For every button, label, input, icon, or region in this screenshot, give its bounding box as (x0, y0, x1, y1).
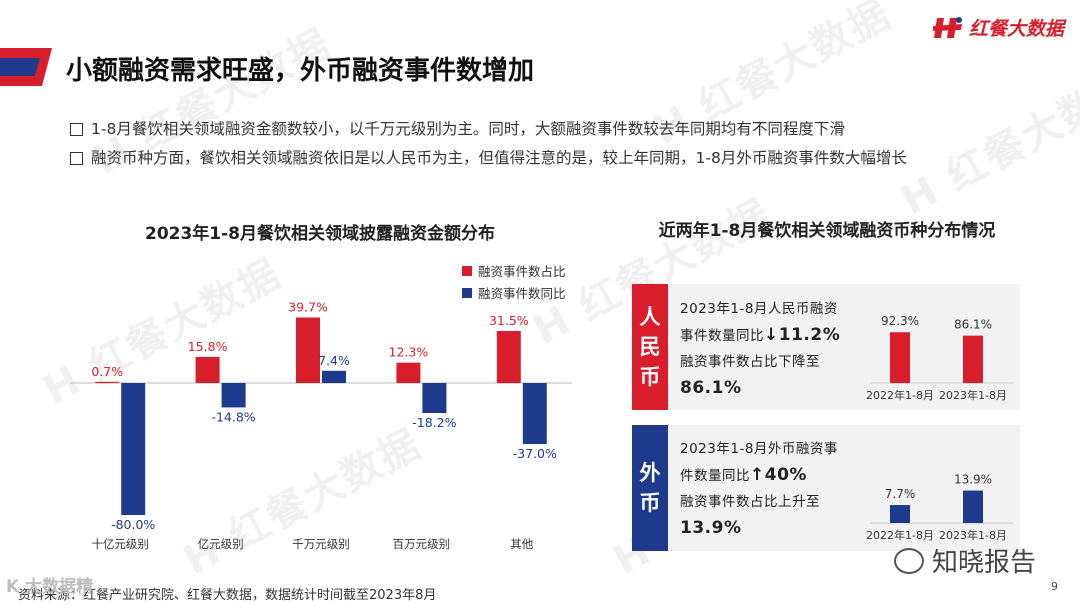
mini-tick-label: 2023年1-8月 (939, 388, 1007, 402)
fx-tag-text: 外币 (639, 461, 661, 515)
mini-data-label: 13.9% (954, 473, 992, 487)
data-label: 31.5% (489, 313, 529, 328)
bar-yoy (522, 383, 547, 445)
bullet-square-icon (70, 152, 83, 165)
rmb-line-2: 事件数量同比↓11.2% (680, 322, 864, 349)
bullet-square-icon (70, 123, 83, 136)
rmb-tag-text: 人民币 (639, 305, 661, 389)
x-tick-label: 十亿元级别 (91, 537, 149, 551)
fx-line-1: 2023年1-8月外币融资事 (680, 441, 838, 457)
mini-bar (890, 505, 910, 523)
rmb-description: 2023年1-8月人民币融资 事件数量同比↓11.2% 融资事件数占比下降至 8… (680, 296, 864, 401)
bar-yoy (121, 383, 146, 515)
mini-data-label: 92.3% (881, 314, 919, 328)
brand-mark-icon (932, 16, 962, 38)
bullet-2: 融资币种方面，餐饮相关领域融资依旧是以人民币为主，但值得注意的是，较上年同期，1… (70, 147, 1003, 169)
bar-share (296, 317, 320, 383)
bar-yoy (322, 370, 346, 383)
bullet-1-text: 1-8月餐饮相关领域融资金额数较小，以千万元级别为主。同时，大额融资事件数较去年… (91, 120, 845, 138)
brand-logo: 红餐大数据 (932, 14, 1064, 41)
mini-bar (963, 335, 983, 383)
rmb-tag: 人民币 (632, 284, 668, 410)
data-label: 0.7% (91, 364, 123, 379)
data-label: -14.8% (211, 409, 255, 424)
page-number: 9 (1051, 580, 1058, 593)
fx-change: ↑40% (750, 465, 807, 485)
fx-share: 13.9% (680, 518, 742, 538)
data-label: -18.2% (412, 415, 456, 430)
rmb-change: ↓11.2% (764, 325, 841, 345)
right-title: 近两年1-8月餐饮相关领域融资币种分布情况 (658, 221, 996, 241)
source-note: 资料来源：红餐产业研究院、红餐大数据，数据统计时间截至2023年8月 (18, 588, 437, 603)
legend-item-share: 融资事件数占比 (462, 261, 566, 280)
mini-tick-label: 2023年1-8月 (939, 528, 1007, 542)
fx-line-3: 融资事件数占比上升至 (680, 494, 820, 510)
rmb-panel (632, 284, 1020, 410)
corner-brand-text: 知晓报告 (931, 548, 1036, 578)
mini-bar (890, 332, 910, 383)
x-tick-label: 百万元级别 (393, 537, 451, 551)
mini-tick-label: 2022年1-8月 (866, 388, 934, 402)
x-tick-label: 千万元级别 (292, 537, 350, 551)
rmb-line-2-prefix: 事件数量同比 (680, 328, 764, 344)
fx-line-2-prefix: 件数量同比 (680, 468, 750, 484)
legend-label-yoy: 融资事件数同比 (478, 286, 566, 301)
mini-bar (963, 490, 983, 523)
data-label: -37.0% (513, 446, 557, 461)
fx-tag: 外币 (632, 425, 668, 551)
corner-brand: 知晓报告 (893, 542, 1036, 579)
bullet-2-text: 融资币种方面，餐饮相关领域融资依旧是以人民币为主，但值得注意的是，较上年同期，1… (91, 149, 907, 167)
fx-description: 2023年1-8月外币融资事 件数量同比↑40% 融资事件数占比上升至 13.9… (680, 436, 864, 541)
data-label: 12.3% (389, 345, 429, 360)
rmb-line-1: 2023年1-8月人民币融资 (680, 301, 838, 317)
data-label: -80.0% (111, 517, 155, 532)
bar-yoy (221, 383, 246, 408)
wechat-icon (893, 547, 924, 574)
rmb-line-3: 融资事件数占比下降至 (680, 354, 820, 370)
left-chart-title: 2023年1-8月餐饮相关领域披露融资金额分布 (144, 224, 496, 244)
bar-share (195, 356, 220, 383)
bullet-1: 1-8月餐饮相关领域融资金额数较小，以千万元级别为主。同时，大额融资事件数较去年… (70, 118, 1003, 140)
mini-tick-label: 2022年1-8月 (866, 528, 934, 542)
x-tick-label: 亿元级别 (198, 537, 244, 551)
data-label: 7.4% (318, 353, 350, 368)
data-label: 39.7% (288, 299, 328, 314)
legend-item-yoy: 融资事件数同比 (462, 283, 566, 302)
legend-swatch-blue (462, 287, 472, 298)
bar-share (496, 331, 521, 383)
x-tick-label: 其他 (510, 537, 533, 551)
data-label: 15.8% (188, 339, 228, 354)
legend-swatch-red (462, 265, 472, 276)
mini-data-label: 7.7% (885, 487, 916, 501)
brand-name: 红餐大数据 (968, 18, 1064, 40)
bar-share (396, 362, 421, 383)
bar-yoy (422, 383, 447, 414)
fx-line-2: 件数量同比↑40% (680, 462, 864, 489)
corner-watermark: K 大数据精 (6, 577, 94, 597)
legend-label-share: 融资事件数占比 (478, 264, 566, 279)
header-flag-decoration (0, 48, 52, 86)
bar-share (95, 381, 120, 383)
fx-panel (632, 425, 1020, 551)
page-title: 小额融资需求旺盛，外币融资事件数增加 (66, 56, 535, 86)
mini-data-label: 86.1% (954, 318, 992, 332)
rmb-share: 86.1% (680, 378, 742, 398)
